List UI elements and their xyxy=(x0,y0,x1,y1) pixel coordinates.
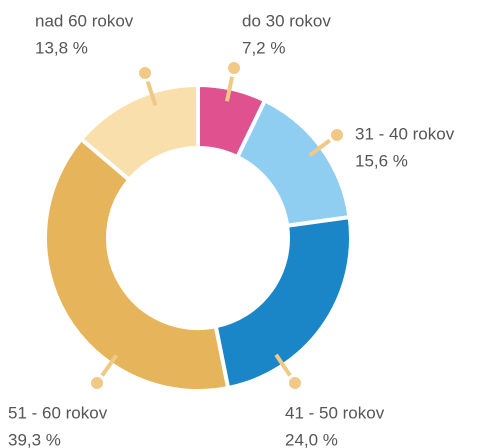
slice-value-label: 24,0 % xyxy=(285,430,338,448)
slice-label: 31 - 40 rokov xyxy=(355,124,455,143)
slice-value-label: 15,6 % xyxy=(355,151,408,170)
slice-value-label: 7,2 % xyxy=(242,38,285,57)
leader-dot xyxy=(228,62,240,74)
slice-label: 51 - 60 rokov xyxy=(8,403,108,422)
leader-line xyxy=(224,76,235,102)
leader-line xyxy=(145,80,158,106)
slice-label: do 30 rokov xyxy=(242,11,331,30)
leader-line xyxy=(308,138,331,157)
slice-label: nad 60 rokov xyxy=(35,11,134,30)
leader-dot xyxy=(331,129,343,141)
slice-value-label: 13,8 % xyxy=(35,38,88,57)
slice-label: 41 - 50 rokov xyxy=(285,403,385,422)
donut-slice xyxy=(213,214,353,391)
leader-dot xyxy=(91,377,103,389)
leader-line xyxy=(100,353,119,377)
leader-dot xyxy=(139,67,151,79)
donut-slice xyxy=(78,82,200,183)
leader-line xyxy=(274,353,292,377)
donut-slice xyxy=(43,136,231,393)
slice-value-label: 39,3 % xyxy=(8,430,61,448)
donut-slice xyxy=(234,97,352,228)
leader-dot xyxy=(289,377,301,389)
